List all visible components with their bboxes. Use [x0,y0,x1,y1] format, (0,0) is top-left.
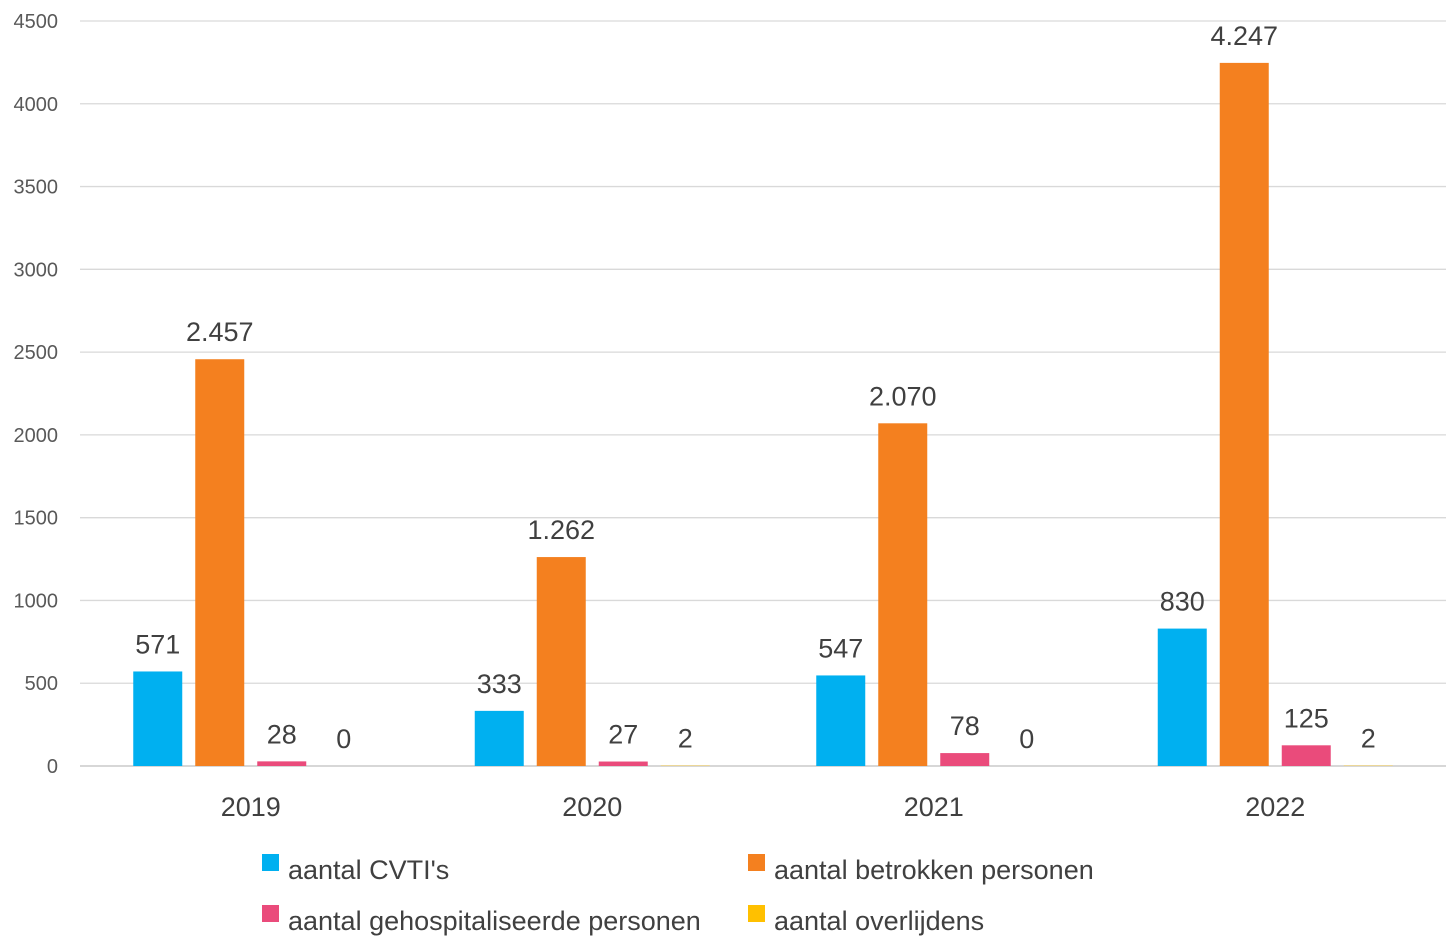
x-tick-label: 2019 [221,792,281,822]
data-label: 4.247 [1210,21,1278,51]
legend: aantal CVTI's aantal betrokken personen aa… [262,854,1094,936]
bar [257,761,307,766]
y-tick-label: 500 [25,673,58,695]
y-tick-label: 2000 [14,425,59,447]
y-axis-ticks: 0 500 1000 1500 2000 2500 3000 3500 4000 4500 [14,11,59,778]
data-label: 830 [1160,587,1205,617]
legend-item: aantal CVTI's [262,854,449,885]
data-label: 1.262 [527,515,595,545]
data-label: 27 [608,720,638,750]
data-label: 125 [1284,703,1329,733]
bar [133,671,183,766]
y-tick-label: 4500 [14,11,59,33]
data-label: 78 [950,711,980,741]
bar [878,423,928,766]
legend-item: aantal overlijdens [748,905,984,936]
y-tick-label: 1500 [14,508,59,530]
gridlines [80,20,1446,767]
data-label: 2.457 [186,317,254,347]
bar [536,557,586,766]
bar [1281,745,1331,766]
data-labels: 571 2.457 28 0 333 1.262 27 2 547 2.070 78 0 830 4.24… [135,21,1376,754]
x-axis-ticks: 2019 2020 2021 2022 [221,792,1306,822]
legend-item: aantal gehospitaliseerde personen [262,905,701,936]
y-tick-label: 0 [47,756,58,778]
legend-label: aantal betrokken personen [774,855,1094,885]
data-label: 547 [818,633,863,663]
bar [1219,62,1269,766]
data-label: 571 [135,629,180,659]
legend-swatch [262,905,279,922]
bar [598,761,648,766]
data-label: 2 [1361,724,1376,754]
y-tick-label: 3000 [14,259,59,281]
y-tick-label: 2500 [14,342,59,364]
legend-swatch [748,854,765,871]
y-tick-label: 3500 [14,177,59,199]
y-tick-label: 1000 [14,590,59,612]
bar [1157,628,1207,766]
data-label: 0 [1019,724,1034,754]
bars [133,62,1393,766]
data-label: 2 [678,724,693,754]
y-tick-label: 4000 [14,94,59,116]
bar [940,753,990,766]
legend-label: aantal gehospitaliseerde personen [288,906,701,936]
legend-label: aantal CVTI's [288,855,449,885]
data-label: 0 [336,724,351,754]
bar [474,710,524,766]
x-tick-label: 2020 [562,792,622,822]
legend-label: aantal overlijdens [774,906,984,936]
x-tick-label: 2022 [1245,792,1305,822]
data-label: 28 [267,719,297,749]
data-label: 2.070 [869,381,937,411]
data-label: 333 [477,669,522,699]
legend-swatch [748,905,765,922]
legend-item: aantal betrokken personen [748,854,1094,885]
x-tick-label: 2021 [904,792,964,822]
legend-swatch [262,854,279,871]
bar [195,359,245,766]
bar [816,675,866,766]
